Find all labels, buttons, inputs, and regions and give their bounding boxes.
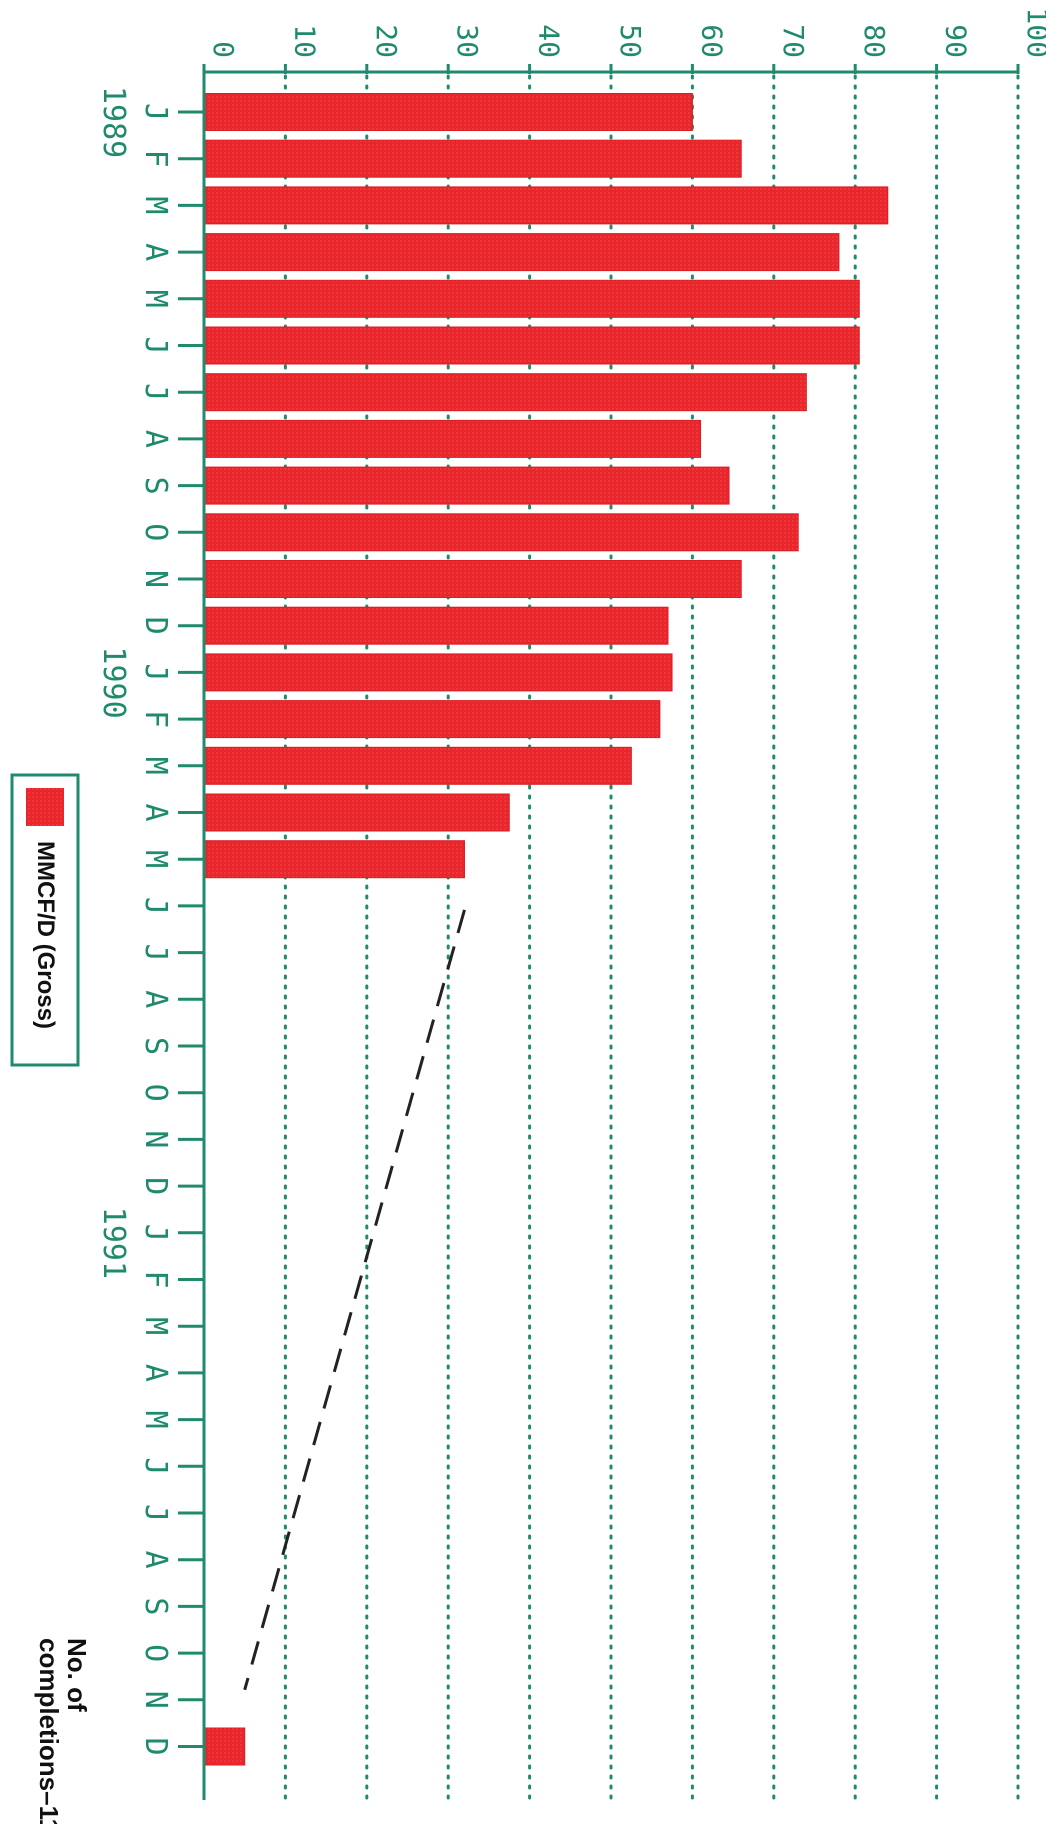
category-label: N	[138, 1691, 173, 1709]
legend: MMCF/D (Gross)	[10, 773, 80, 1067]
category-label: A	[138, 243, 173, 261]
bar	[203, 513, 799, 552]
category-label: D	[138, 617, 173, 635]
category-label: A	[138, 430, 173, 448]
bar	[203, 606, 669, 645]
bar	[203, 1727, 246, 1766]
category-label: J	[138, 1504, 173, 1522]
category-label: A	[138, 990, 173, 1008]
bar-layer	[203, 93, 889, 1766]
bar	[203, 279, 860, 318]
value-tick-label-0: 0	[207, 41, 240, 58]
bar	[203, 746, 632, 785]
category-label: S	[138, 477, 173, 495]
category-label: M	[138, 757, 173, 775]
category-label: F	[138, 1270, 173, 1288]
category-label: A	[138, 803, 173, 821]
category-label: S	[138, 1597, 173, 1615]
category-label: M	[138, 196, 173, 214]
value-tick-label-20: 20	[370, 24, 403, 58]
bar	[203, 653, 673, 692]
value-tick-label-30: 30	[451, 24, 484, 58]
category-label: J	[138, 383, 173, 401]
bar	[203, 419, 702, 458]
bar	[203, 326, 860, 365]
annotation-line-1: No. of	[62, 1638, 92, 1712]
category-label: O	[138, 1084, 173, 1102]
year-label: 1989	[96, 86, 131, 158]
category-label: O	[138, 1644, 173, 1662]
value-tick-label-90: 90	[940, 24, 973, 58]
category-label: J	[138, 663, 173, 681]
category-label: D	[138, 1737, 173, 1755]
legend-swatch	[26, 788, 64, 826]
category-label: M	[138, 290, 173, 308]
bar	[203, 840, 465, 879]
year-label: 1990	[96, 646, 131, 718]
year-label: 1991	[96, 1207, 131, 1279]
category-label: A	[138, 1551, 173, 1569]
legend-box	[10, 773, 80, 1067]
legend-label: MMCF/D (Gross)	[32, 841, 59, 1029]
category-label: J	[138, 944, 173, 962]
category-label: J	[138, 1457, 173, 1475]
category-label: F	[138, 710, 173, 728]
category-label: J	[138, 1224, 173, 1242]
bar	[203, 560, 742, 598]
bar	[203, 793, 510, 832]
bar	[203, 373, 807, 412]
value-tick-label-60: 60	[695, 24, 728, 58]
category-label: O	[138, 523, 173, 541]
category-label: S	[138, 1037, 173, 1055]
grid-layer	[283, 74, 1020, 1802]
category-label: M	[138, 1411, 173, 1429]
category-label: A	[138, 1364, 173, 1382]
category-label: J	[138, 103, 173, 121]
category-label: M	[138, 850, 173, 868]
bar	[203, 93, 693, 131]
label-layer: 0 10 20 30 40 50 60 70 80 90 100 J F M A M J J A S O N D J F M A M J…	[96, 7, 1046, 1755]
axis-layer	[178, 64, 1020, 1800]
category-label: J	[138, 336, 173, 354]
value-tick-label-40: 40	[533, 24, 566, 58]
trend-line	[243, 909, 466, 1691]
bar	[203, 139, 742, 178]
category-label: N	[138, 570, 173, 588]
bar	[203, 233, 840, 272]
category-label: N	[138, 1130, 173, 1148]
value-tick-label-50: 50	[614, 24, 647, 58]
bar	[203, 700, 661, 739]
category-label: D	[138, 1177, 173, 1195]
value-tick-label-70: 70	[777, 24, 810, 58]
category-label: M	[138, 1317, 173, 1335]
annotation-line-2: completions–11	[34, 1638, 64, 1824]
bar	[203, 186, 889, 225]
value-tick-label-100: 100	[1021, 7, 1046, 58]
category-label: J	[138, 897, 173, 915]
trend-layer	[243, 909, 466, 1691]
category-label: F	[138, 150, 173, 168]
value-tick-label-10: 10	[288, 24, 321, 58]
value-tick-label-80: 80	[858, 24, 891, 58]
bar	[203, 466, 730, 505]
